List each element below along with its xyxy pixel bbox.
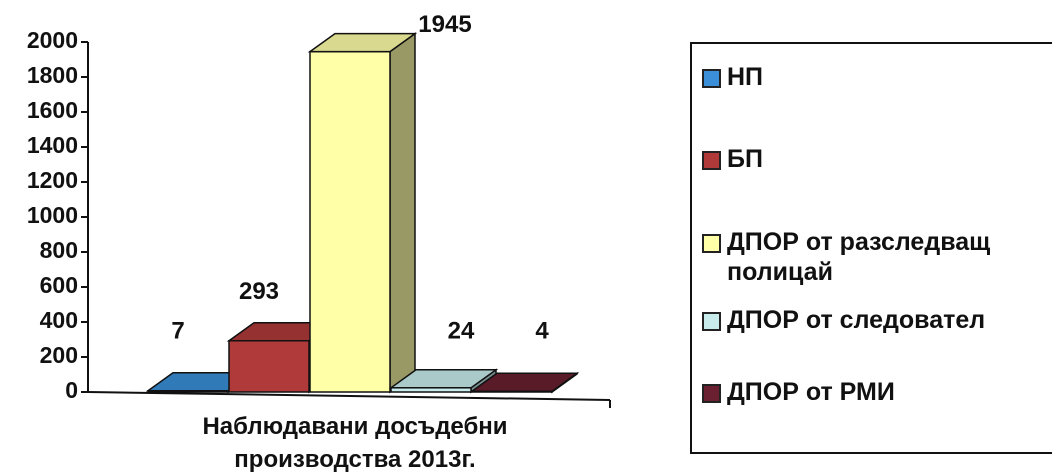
data-label: 24	[448, 317, 475, 344]
y-tick-label: 1000	[27, 202, 78, 228]
legend-swatch	[702, 312, 721, 331]
legend-swatch	[702, 69, 721, 88]
legend-label: НП	[727, 63, 764, 91]
legend: НП БП ДПОР от разследващ полицай ДПОР от сл…	[690, 42, 1052, 454]
bar	[228, 339, 310, 393]
legend-item: ДПОР от РМИ	[702, 377, 1052, 407]
legend-item: ДПОР от следовател	[702, 305, 1052, 335]
legend-item: БП	[702, 144, 1052, 174]
legend-swatch	[702, 384, 721, 403]
legend-swatch	[702, 234, 721, 253]
data-label: 293	[239, 278, 279, 305]
legend-label: ДПОР от следовател	[727, 306, 986, 334]
legend-item: ДПОР от разследващ полицай	[702, 227, 1052, 287]
y-tick-label: 0	[65, 377, 78, 403]
y-tick-label: 2000	[27, 27, 78, 53]
data-label: 7	[171, 317, 184, 344]
y-tick-label: 1400	[27, 132, 78, 158]
legend-label: ДПОР от разследващ полицай	[727, 228, 991, 286]
y-tick-label: 400	[40, 307, 78, 333]
y-tick-label: 1200	[27, 167, 78, 193]
y-tick-label: 200	[40, 342, 78, 368]
bar-top	[388, 369, 499, 389]
bar	[309, 50, 391, 393]
y-tick-label: 600	[40, 272, 78, 298]
bar-side	[389, 32, 416, 394]
data-label: 4	[535, 317, 549, 344]
y-tick-label: 800	[40, 237, 78, 263]
legend-label: ДПОР от РМИ	[727, 378, 895, 406]
floor-line	[87, 391, 611, 401]
legend-swatch	[702, 151, 721, 170]
category-label: Наблюдавани досъдебни производства 2013г…	[202, 413, 508, 473]
data-label: 1945	[418, 11, 471, 38]
legend-label: БП	[727, 145, 763, 173]
y-tick-label: 1600	[27, 97, 78, 123]
legend-item: НП	[702, 62, 1052, 92]
bar-top	[469, 372, 580, 393]
bar-top	[307, 32, 418, 53]
y-tick-label: 1800	[27, 62, 78, 88]
